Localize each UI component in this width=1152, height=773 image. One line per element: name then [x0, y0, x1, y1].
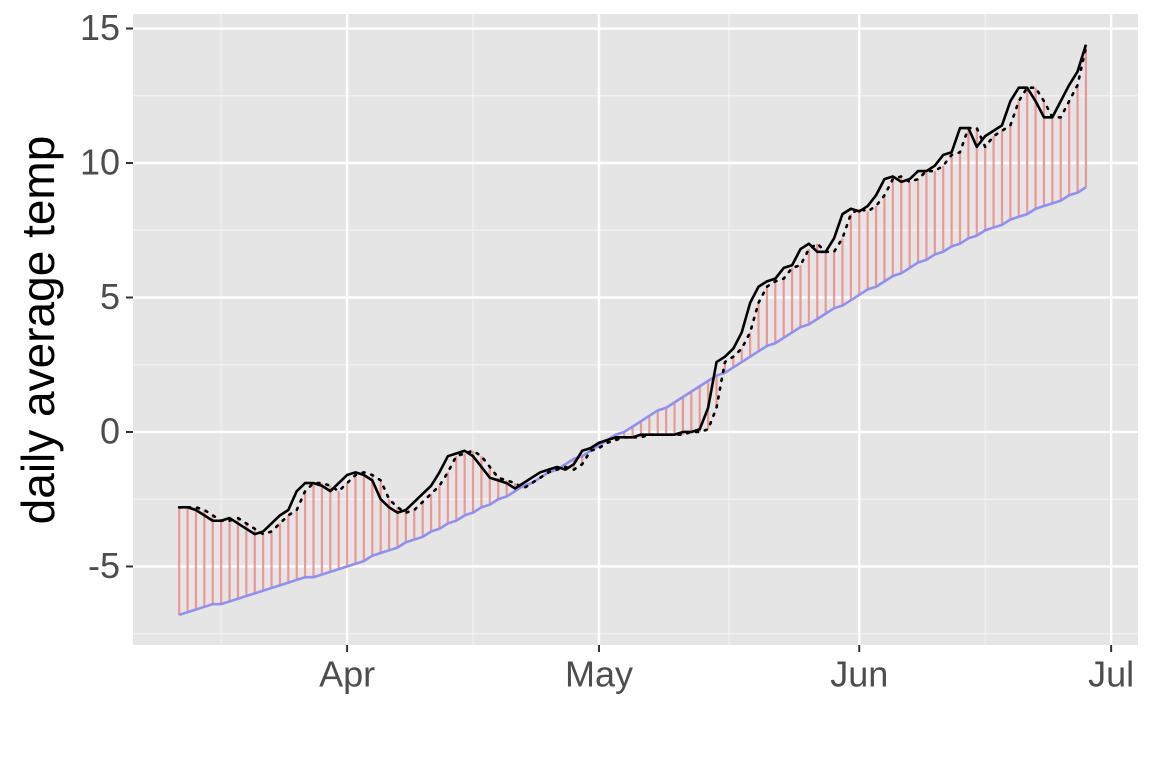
x-tick-label: Apr [319, 654, 375, 695]
y-tick-label: 5 [100, 276, 120, 317]
x-tick-label: May [565, 654, 633, 695]
y-tick-label: 0 [100, 410, 120, 451]
x-tick-label: Jul [1088, 654, 1134, 695]
series-line [179, 44, 1088, 536]
series-line [178, 186, 1087, 617]
y-tick-label: 10 [80, 142, 120, 183]
x-tick-label: Jun [830, 654, 888, 695]
y-axis-title: daily average temp [12, 136, 64, 525]
y-tick-label: -5 [88, 545, 120, 586]
panel [133, 14, 1138, 645]
y-tick-label: 15 [80, 7, 120, 48]
